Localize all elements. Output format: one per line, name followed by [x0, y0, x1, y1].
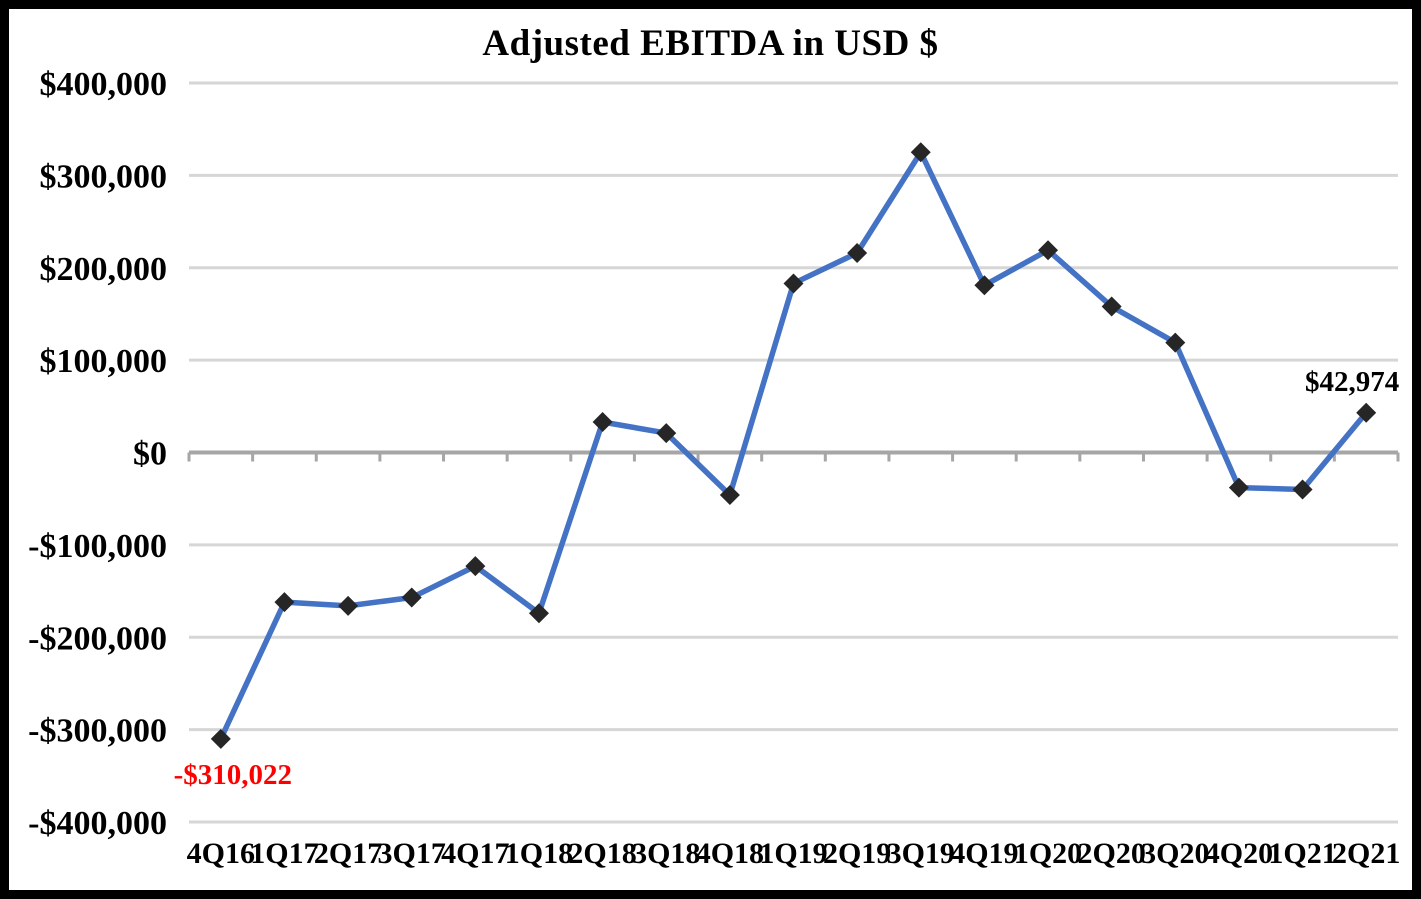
data-label-2q21: $42,974 [1305, 366, 1399, 398]
data-marker-4q20 [1228, 477, 1249, 498]
x-axis-tick-label: 4Q18 [696, 837, 764, 870]
x-axis-tick-label: 2Q18 [568, 837, 636, 870]
data-marker-1q20 [1038, 240, 1059, 261]
x-axis-tick-label: 1Q17 [250, 837, 318, 870]
data-marker-4q17 [465, 556, 486, 577]
data-marker-2q21 [1356, 402, 1377, 423]
x-axis-tick-label: 4Q17 [441, 837, 509, 870]
y-axis-tick-label: -$400,000 [28, 805, 167, 842]
data-marker-1q17 [274, 592, 295, 613]
x-axis-tick-label: 1Q21 [1268, 837, 1336, 870]
y-axis-tick-label: $300,000 [40, 158, 168, 195]
data-marker-2q17 [338, 595, 359, 616]
x-axis-tick-label: 3Q19 [887, 837, 955, 870]
x-axis-tick-label: 3Q17 [378, 837, 446, 870]
y-axis-tick-label: $100,000 [40, 343, 168, 380]
x-axis-tick-label: 3Q18 [632, 837, 700, 870]
data-marker-1q21 [1292, 479, 1313, 500]
data-marker-3q19 [910, 142, 931, 163]
data-marker-3q17 [401, 587, 422, 608]
x-axis-tick-label: 4Q19 [950, 837, 1018, 870]
x-axis-tick-label: 4Q20 [1205, 837, 1273, 870]
x-axis-tick-label: 2Q17 [314, 837, 382, 870]
data-marker-3q20 [1165, 332, 1186, 353]
x-axis-tick-label: 4Q16 [187, 837, 255, 870]
data-marker-1q18 [528, 603, 549, 624]
y-axis-tick-label: -$200,000 [28, 620, 167, 657]
x-axis-tick-label: 1Q20 [1014, 837, 1082, 870]
data-series-line [218, 149, 1369, 742]
data-marker-2q19 [847, 242, 868, 263]
data-marker-2q20 [1101, 296, 1122, 317]
data-marker-3q18 [656, 423, 677, 444]
y-axis-tick-label: $400,000 [40, 66, 168, 103]
y-axis-tick-label: -$300,000 [28, 713, 167, 750]
data-marker-4q19 [974, 275, 995, 296]
x-axis-tick-label: 2Q19 [823, 837, 891, 870]
y-axis-tick-label: -$100,000 [28, 528, 167, 565]
x-axis-tick-label: 1Q19 [759, 837, 827, 870]
y-axis-tick-label: $0 [133, 436, 167, 473]
chart-title: Adjusted EBITDA in USD $ [482, 23, 939, 64]
x-axis-tick-label: 2Q21 [1332, 837, 1400, 870]
data-marker-4q16 [210, 728, 231, 749]
data-marker-4q18 [719, 484, 740, 505]
x-axis-tick-label: 1Q18 [505, 837, 573, 870]
y-axis-tick-label: $200,000 [40, 251, 168, 288]
data-marker-1q19 [783, 273, 804, 294]
x-axis-tick-label: 3Q20 [1141, 837, 1209, 870]
x-axis-tick-label: 2Q20 [1077, 837, 1145, 870]
data-marker-2q18 [592, 412, 613, 433]
data-label-4q16: -$310,022 [174, 759, 292, 791]
